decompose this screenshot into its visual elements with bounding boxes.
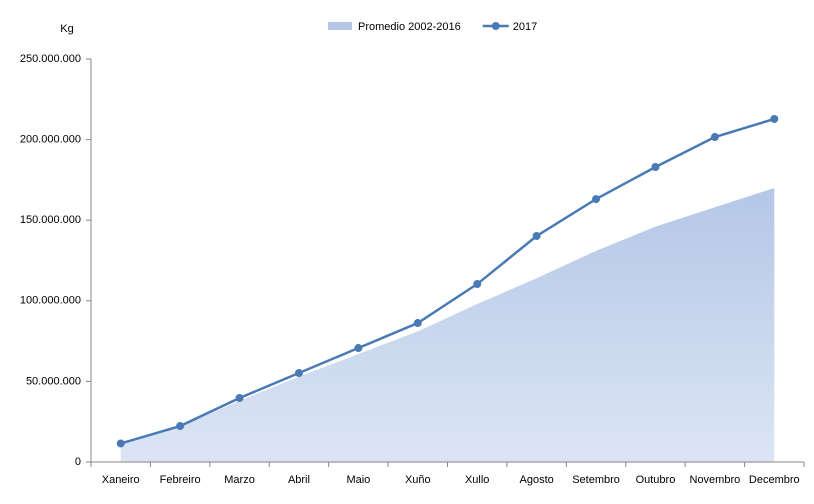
area <box>120 187 775 462</box>
y-tick-label: 50.000.000 <box>26 375 81 387</box>
x-tick-label: Xullo <box>465 474 489 486</box>
point <box>176 422 185 431</box>
point <box>116 439 125 448</box>
point <box>532 231 541 240</box>
point <box>770 114 779 123</box>
y-tick-label: 0 <box>75 456 81 468</box>
point <box>473 280 482 289</box>
point <box>651 163 660 172</box>
y-tick-label: 200.000.000 <box>20 134 81 146</box>
point <box>413 319 422 328</box>
point <box>354 344 363 353</box>
x-tick-label: Xuño <box>405 474 431 486</box>
x-tick-label: Abril <box>288 474 310 486</box>
x-tick-label: Outubro <box>636 474 676 486</box>
point <box>710 133 719 142</box>
point <box>235 394 244 403</box>
legend-label: 2017 <box>513 21 537 33</box>
line <box>120 117 775 445</box>
x-tick-label: Agosto <box>520 474 554 486</box>
point <box>294 369 303 378</box>
x-tick-label: Setembro <box>572 474 620 486</box>
legend-label: Promedio 2002-2016 <box>358 21 461 33</box>
x-tick-label: Febreiro <box>160 474 201 486</box>
point <box>592 195 601 204</box>
legend-swatch <box>491 22 500 30</box>
y-tick-label: 250.000.000 <box>20 53 81 65</box>
x-tick-label: Xaneiro <box>102 474 140 486</box>
legend-swatch <box>328 22 352 30</box>
y-tick-label: 100.000.000 <box>20 295 81 307</box>
x-tick-label: Novembro <box>690 474 741 486</box>
x-tick-label: Maio <box>346 474 370 486</box>
x-tick-label: Marzo <box>224 474 255 486</box>
y-tick-label: 150.000.000 <box>20 214 81 226</box>
y-axis-title: Kg <box>60 23 73 35</box>
x-tick-label: Decembro <box>749 474 800 486</box>
